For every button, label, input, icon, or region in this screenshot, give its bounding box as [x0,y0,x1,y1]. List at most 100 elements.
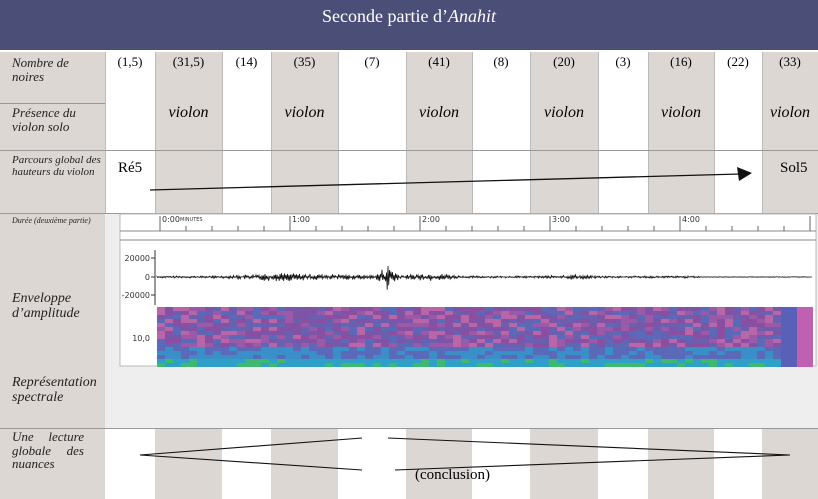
count-cell: (22) [727,54,749,69]
spectrogram-cell [581,331,589,335]
spectrogram-cell [525,339,533,343]
spectrogram-cell [389,323,397,327]
spectrogram-cell [405,347,413,351]
spectrogram-cell [205,363,213,367]
spectrogram-cell [653,347,661,351]
spectrogram-cell [453,359,461,363]
spectrogram-cell [701,355,709,359]
spectrogram-cell [173,343,181,347]
spectrogram-cell [445,363,453,367]
spectrogram-cell [325,323,333,327]
spectrogram-cell [165,311,173,315]
amp-label: -20000 [122,291,150,300]
spectrogram-cell [477,331,485,335]
spectrogram-cell [437,359,445,363]
spectrogram-cell [261,335,269,339]
nuance-hairpin [139,437,363,456]
spectrogram-cell [461,319,469,323]
spectrogram-cell [509,339,517,343]
spectrogram-cell [693,331,701,335]
spectrogram-cell [365,327,373,331]
spectrogram-cell [509,327,517,331]
spectrogram-cell [757,347,765,351]
spectrogram-cell [525,311,533,315]
spectrogram-cell [669,359,677,363]
spectrogram-cell [309,319,317,323]
spectrogram-cell [445,323,453,327]
spectrogram-cell [173,339,181,343]
spectrogram-cell [397,323,405,327]
spectrogram-cell [485,335,493,339]
spectrogram-cell [597,307,605,311]
spectrogram-cell [397,351,405,355]
spectrogram-cell [557,359,565,363]
spectrogram-cell [461,355,469,359]
spectrogram-cell [805,339,813,343]
spectrogram-cell [805,311,813,315]
spectrogram-cell [277,363,285,367]
spectrogram-cell [277,355,285,359]
spectrogram-cell [597,319,605,323]
spectrogram-cell [429,327,437,331]
spectrogram-cell [493,311,501,315]
spectrogram-cell [501,335,509,339]
spectrogram-cell [413,347,421,351]
spectrogram-cell [253,319,261,323]
spectrogram-cell [693,311,701,315]
spectrogram-cell [357,347,365,351]
spectrogram-cell [189,359,197,363]
spectrogram-cell [493,351,501,355]
spectrogram-cell [173,347,181,351]
spectrogram-cell [741,335,749,339]
amp-label: 0 [145,273,150,282]
spectrogram-cell [573,347,581,351]
spectrogram-cell [157,315,165,319]
spectrogram-cell [741,319,749,323]
spectrogram-cell [709,323,717,327]
spectrogram-cell [541,351,549,355]
spectrogram-cell [229,311,237,315]
spectrogram-cell [709,339,717,343]
spectrogram-cell [565,363,573,367]
spectrogram-cell [781,351,789,355]
spectrogram-cell [445,331,453,335]
spectrogram-cell [669,339,677,343]
spectrogram-cell [165,359,173,363]
spectrogram-cell [749,339,757,343]
spectrogram-cell [445,355,453,359]
spectrogram-cell [557,311,565,315]
spectrogram-cell [797,319,805,323]
spectrogram-cell [557,323,565,327]
spectrogram-cell [637,315,645,319]
spectrogram-cell [229,319,237,323]
spectrogram-cell [189,311,197,315]
spectrogram-cell [173,335,181,339]
spectrogram-cell [701,327,709,331]
spectrogram-cell [741,343,749,347]
spectrogram-cell [501,343,509,347]
spectrogram-cell [645,351,653,355]
spectrogram-cell [613,311,621,315]
spectrogram-cell [221,355,229,359]
solo-cell: violon [544,104,584,121]
spectrogram-cell [629,339,637,343]
spectrogram-cell [685,311,693,315]
spectrogram-cell [757,335,765,339]
spectrogram-cell [485,307,493,311]
spectrogram-cell [301,347,309,351]
spectrogram-cell [213,307,221,311]
spectrogram-cell [205,339,213,343]
spectrogram-cell [309,323,317,327]
spectrogram-cell [541,319,549,323]
count-cell: (1,5) [117,54,143,69]
spectrogram-cell [397,355,405,359]
spectrogram-cell [717,335,725,339]
spectrogram-cell [509,311,517,315]
spectrogram-cell [533,363,541,367]
spectrogram-cell [197,315,205,319]
spectrogram-cell [277,319,285,323]
spectrogram-cell [229,331,237,335]
spectrogram-cell [373,355,381,359]
spectrogram-cell [405,319,413,323]
spectrogram-cell [349,343,357,347]
